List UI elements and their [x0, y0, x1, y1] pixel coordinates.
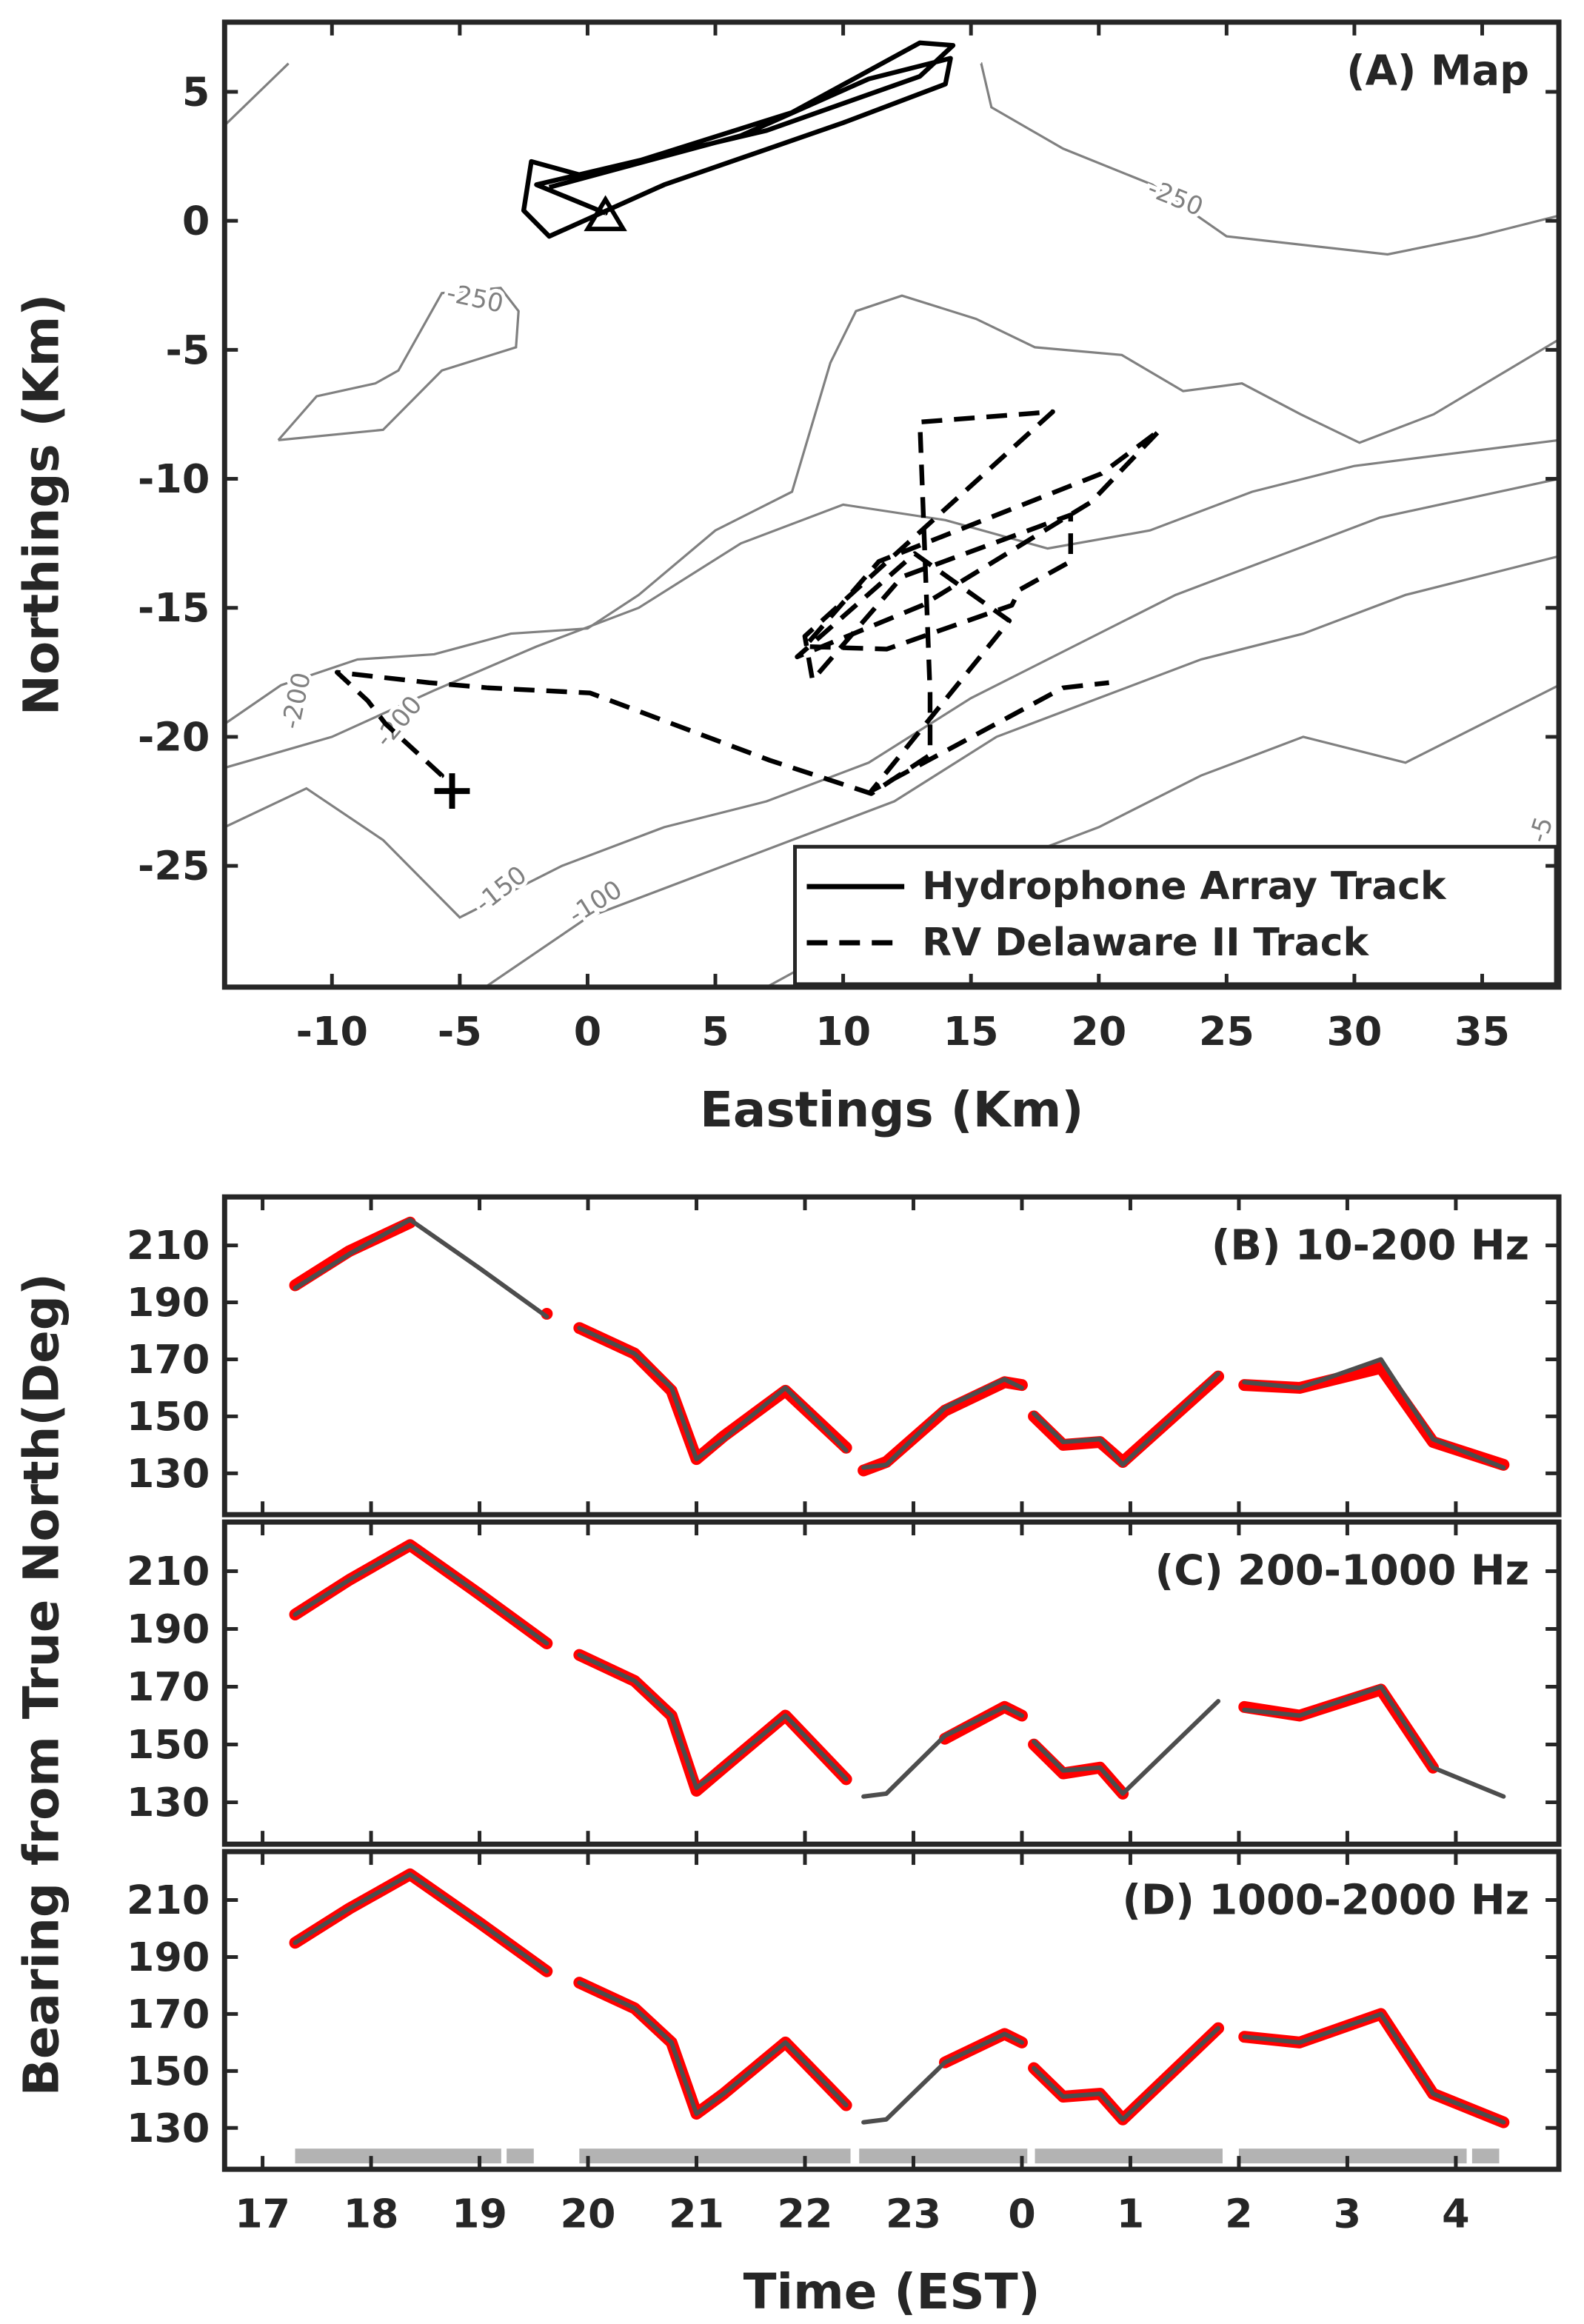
y-tick-label: 150: [127, 1721, 210, 1768]
y-tick-label: 0: [182, 198, 210, 244]
bearing-line: [293, 1543, 1506, 1799]
contour-line: [277, 287, 520, 441]
plot-area: [289, 1868, 1510, 2164]
x-tick-label: 10: [815, 1008, 871, 1055]
track-line: [521, 40, 956, 239]
x-tick-label: 20: [561, 2190, 616, 2237]
y-tick-label: 170: [127, 1663, 210, 1710]
y-tick-label: 150: [127, 1393, 210, 1440]
y-tick-label: -25: [138, 843, 210, 889]
x-tick-label: 1: [1117, 2190, 1144, 2237]
y-tick-label: 210: [127, 1548, 210, 1595]
x-tick-label: 18: [344, 2190, 399, 2237]
coverage-bar: [507, 2148, 534, 2164]
plot-area: [289, 1539, 1506, 1800]
y-tick-label: 130: [127, 1779, 210, 1826]
y-tick-label: -10: [138, 455, 210, 502]
y-tick-label: 170: [127, 1991, 210, 2037]
coverage-bar: [859, 2148, 1028, 2164]
contour-line: [224, 477, 1560, 919]
legend-label: Hydrophone Array Track: [922, 864, 1447, 909]
panel-title: (C) 200-1000 Hz: [1155, 1546, 1529, 1595]
panel-title: (D) 1000-2000 Hz: [1122, 1876, 1529, 1924]
contour-line: [224, 294, 1560, 726]
y-tick-label: 190: [127, 1279, 210, 1326]
coverage-bar: [1471, 2148, 1500, 2164]
legend-label: RV Delaware II Track: [922, 921, 1369, 965]
x-tick-label: 5: [701, 1008, 729, 1055]
x-tick-label: 20: [1071, 1008, 1126, 1055]
y-tick-label: 190: [127, 1606, 210, 1652]
axes-frame: [221, 1194, 1562, 1517]
x-tick-label: 3: [1334, 2190, 1361, 2237]
contour-line: [484, 555, 1560, 987]
y-tick-label: 190: [127, 1934, 210, 1980]
x-tick-label: 4: [1442, 2190, 1469, 2237]
x-tick-label: 15: [943, 1008, 999, 1055]
axes-frame: [221, 1519, 1562, 1847]
bearing-line: [293, 1871, 1506, 2125]
y-tick-label: 170: [127, 1336, 210, 1383]
x-tick-label: 35: [1454, 1008, 1510, 1055]
x-tick-label: 25: [1199, 1008, 1254, 1055]
x-axis-label: Time (EST): [743, 2263, 1040, 2320]
x-tick-label: 2: [1225, 2190, 1252, 2237]
y-axis-label: Northings (Km): [13, 294, 70, 716]
y-tick-label: 5: [182, 68, 210, 115]
panel-title: (B) 10-200 Hz: [1212, 1222, 1529, 1270]
y-tick-label: 130: [127, 2105, 210, 2151]
x-tick-label: 30: [1326, 1008, 1382, 1055]
x-tick-label: 0: [1008, 2190, 1035, 2237]
y-tick-label: 130: [127, 1450, 210, 1497]
legend-box: [792, 844, 1558, 986]
y-axis-label: Bearing from True North(Deg): [13, 1273, 70, 2096]
x-tick-label: -10: [296, 1008, 368, 1055]
x-tick-label: 19: [452, 2190, 507, 2237]
marker-triangle: [584, 195, 627, 232]
contour-line: [224, 438, 1560, 769]
coverage-bar: [579, 2148, 851, 2164]
x-tick-label: 17: [235, 2190, 290, 2237]
x-axis-label: Eastings (Km): [700, 1081, 1083, 1138]
marker-plus: [434, 773, 470, 809]
contour-line: [980, 62, 1560, 256]
axes-frame: [221, 1849, 1562, 2172]
x-tick-label: 23: [886, 2190, 941, 2237]
x-tick-label: 21: [669, 2190, 724, 2237]
coverage-bar: [295, 2148, 501, 2164]
axes-frame: [221, 19, 1562, 990]
coverage-bar: [1238, 2148, 1467, 2164]
y-tick-label: -15: [138, 584, 210, 631]
x-tick-label: -5: [438, 1008, 482, 1055]
track-line: [334, 409, 1163, 796]
y-tick-label: 210: [127, 1877, 210, 1923]
bearing-line: [293, 1217, 1506, 1470]
x-tick-label: 22: [778, 2190, 833, 2237]
y-tick-label: -20: [138, 713, 210, 760]
y-tick-label: 210: [127, 1222, 210, 1269]
y-tick-label: -5: [166, 327, 210, 373]
y-tick-label: 150: [127, 2048, 210, 2094]
panel-title: (A) Map: [1346, 47, 1529, 95]
x-tick-label: 0: [574, 1008, 601, 1055]
plot-area: [289, 1216, 1510, 1477]
